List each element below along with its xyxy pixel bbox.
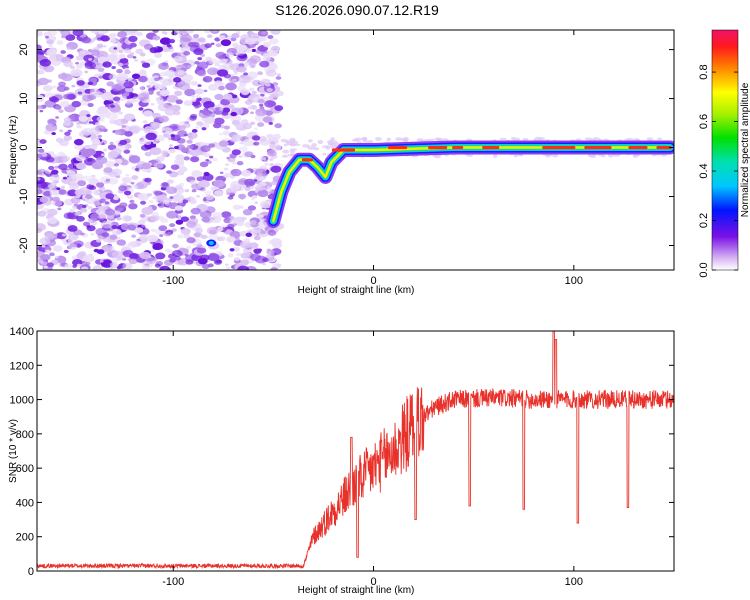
snr-y-tick-label: 1400 [10, 326, 34, 338]
colorbar-tick-label: 0.4 [698, 163, 710, 178]
colorbar-tick-label: 0.0 [698, 262, 710, 277]
spectrogram-ridge [206, 140, 674, 247]
snr-y-tick-label: 400 [16, 497, 34, 509]
snr-x-tick-label: 100 [565, 576, 583, 588]
colorbar-gradient [711, 29, 739, 271]
spectrogram-noise [37, 30, 672, 270]
snr-y-label: SNR (10 * v/v) [8, 419, 19, 483]
snr-x-label: Height of straight line (km) [298, 585, 415, 596]
spectrogram-x-tick-label: -100 [162, 275, 184, 287]
colorbar-tick-label: 0.8 [698, 64, 710, 79]
spectrogram-image [37, 30, 674, 270]
snr-y-tick-label: 600 [16, 463, 34, 475]
spectrogram-y-tick-label: 10 [18, 92, 30, 104]
snr-plot-area [37, 331, 674, 570]
snr-y-tick-label: 1200 [10, 360, 34, 372]
snr-y-tick-label: 0 [28, 566, 34, 578]
colorbar-ticks: 0.0 0.2 0.4 0.6 0.8 [698, 64, 738, 278]
snr-x-tick-label: -100 [162, 576, 184, 588]
snr-y-tick-label: 200 [16, 532, 34, 544]
spectrogram-y-tick-label: 0 [18, 144, 30, 150]
colorbar-label: Normalized spectral amplitude [740, 82, 750, 217]
figure-title: S126.2026.090.07.12.R19 [275, 2, 439, 18]
snr-series-line [37, 331, 674, 570]
spectrogram-y-tick-label: 20 [18, 43, 30, 55]
spectrogram-x-tick-label: 0 [370, 275, 376, 287]
snr-x-tick-label: 0 [370, 576, 376, 588]
spectrogram-x-label: Height of straight line (km) [298, 285, 415, 296]
spectrogram-y-label: Frequency (Hz) [8, 116, 19, 185]
spectrogram-frame [36, 29, 675, 271]
colorbar-tick-label: 0.6 [698, 114, 710, 129]
snr-y-tick-label: 1000 [10, 395, 34, 407]
snr-y-tick-label: 800 [16, 429, 34, 441]
spectrogram-y-tick-label: -20 [18, 238, 30, 254]
spectrogram-x-tick-label: 100 [565, 275, 583, 287]
colorbar: 0.0 0.2 0.4 0.6 0.8 Normalized spectral ampl… [698, 29, 750, 278]
colorbar-tick-label: 0.2 [698, 213, 710, 228]
snr-frame [36, 330, 675, 572]
spectrogram-y-tick-label: -10 [18, 189, 30, 205]
